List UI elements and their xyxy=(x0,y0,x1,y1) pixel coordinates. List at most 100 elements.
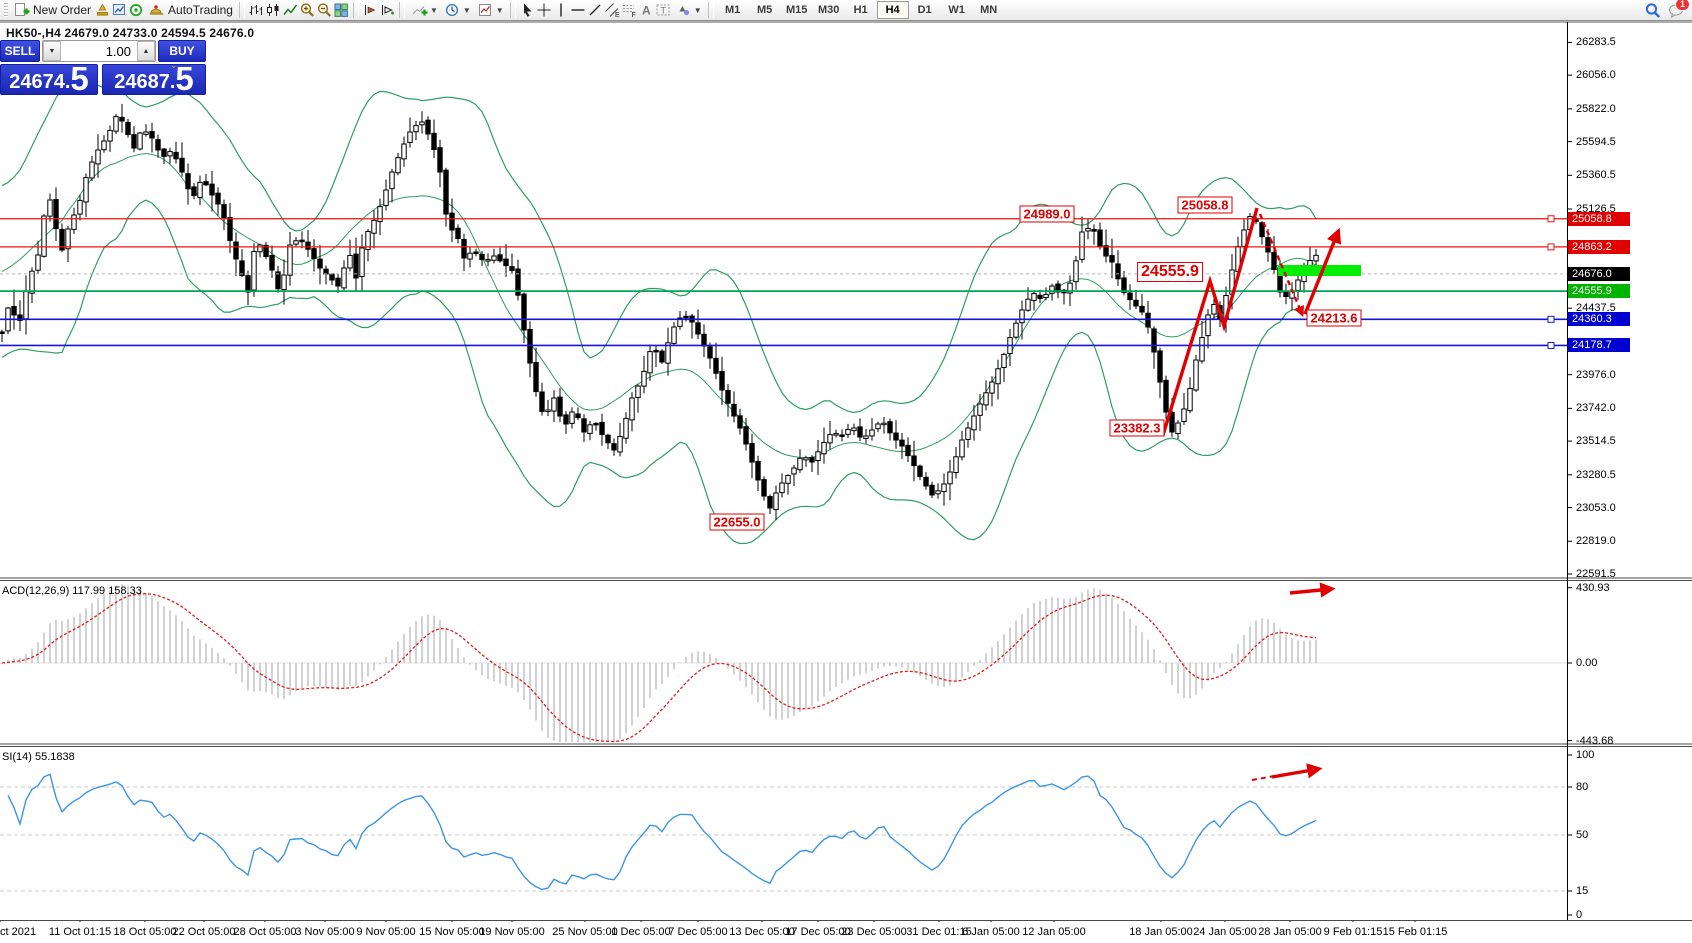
timeframe-button-m30[interactable]: M30 xyxy=(817,4,840,16)
toolbar-separator xyxy=(509,2,516,18)
price-tick-label: 26056.0 xyxy=(1576,69,1616,82)
zoom-in-icon[interactable] xyxy=(299,2,316,18)
rsi-indicator-label: SI(14) 55.1838 xyxy=(2,751,75,763)
bollinger-bands xyxy=(1,78,1317,545)
shapes-button[interactable]: ▼ xyxy=(672,1,705,19)
trendline-icon[interactable] xyxy=(587,2,604,18)
horizontal-line-icon[interactable] xyxy=(570,2,587,18)
crosshair-icon[interactable] xyxy=(536,2,553,18)
search-icon[interactable] xyxy=(1644,2,1661,18)
timeframe-group: M1 M5 M15 M30 H1 H4 D1 W1 MN xyxy=(717,1,1005,19)
price-badge: 24555.9 xyxy=(1568,284,1630,299)
new-order-button[interactable]: New Order xyxy=(10,1,94,19)
bar-chart-icon[interactable] xyxy=(248,2,265,18)
timeframe-button-h1[interactable]: H1 xyxy=(853,4,868,16)
time-tick-label: 13 Dec 05:00 xyxy=(729,926,795,938)
green-highlight-bar xyxy=(1278,265,1361,276)
sell-button[interactable]: SELL xyxy=(0,40,40,62)
line-chart-icon[interactable] xyxy=(282,2,299,18)
price-annotation[interactable]: 24555.9 xyxy=(1137,262,1203,282)
rsi-pane xyxy=(0,773,1567,892)
timeframe-button-h4[interactable]: H4 xyxy=(876,1,909,19)
macd-indicator-label: ACD(12,26,9) 117.99 158.33 xyxy=(2,585,142,597)
ask-price[interactable]: 24687. 5 xyxy=(102,60,206,97)
bid-price[interactable]: 24674. 5 xyxy=(0,62,98,95)
timeframe-button-w1[interactable]: W1 xyxy=(948,4,965,16)
price-annotation[interactable]: 22655.0 xyxy=(709,513,765,531)
equidistant-channel-icon[interactable]: E xyxy=(604,2,621,18)
toolbar-separator xyxy=(398,2,405,18)
panel-collapse-icon[interactable]: ⌄ xyxy=(170,60,178,70)
volume-increase-button[interactable]: ▲ xyxy=(137,41,155,61)
candlestick-chart-icon[interactable] xyxy=(265,2,282,18)
period-button[interactable]: ▼ xyxy=(441,1,474,19)
price-annotation[interactable]: 23382.3 xyxy=(1109,419,1165,437)
chevron-down-icon: ▼ xyxy=(429,5,438,15)
timeframe-button-m15[interactable]: M15 xyxy=(785,4,808,16)
stamp-icon[interactable] xyxy=(94,2,111,18)
price-tick-label: 430.93 xyxy=(1576,581,1610,594)
time-tick-label: 28 Oct 05:00 xyxy=(233,926,297,938)
buy-button[interactable]: BUY xyxy=(158,40,206,62)
price-tick-label: 22819.0 xyxy=(1576,535,1616,548)
autotrading-icon xyxy=(148,2,165,18)
chart-profile-icon[interactable] xyxy=(111,2,128,18)
bid-price-main: 24674 xyxy=(9,71,65,93)
ask-price-main: 24687 xyxy=(114,71,170,93)
macd-pane xyxy=(0,584,1567,743)
time-tick-label: 18 Jan 05:00 xyxy=(1129,926,1193,938)
price-tick-label: 23976.0 xyxy=(1576,368,1616,381)
vertical-line-icon[interactable] xyxy=(553,2,570,18)
price-tick-label: 25822.0 xyxy=(1576,102,1616,115)
text-icon[interactable]: A xyxy=(638,2,655,18)
bid-price-dot: . xyxy=(64,71,71,93)
time-tick-label: 15 Nov 05:00 xyxy=(419,926,485,938)
toolbar-separator xyxy=(352,2,359,18)
price-tick-label: 22591.5 xyxy=(1576,568,1616,580)
price-badge: 24863.2 xyxy=(1568,239,1630,254)
one-click-trade-panel: SELL ▼ 1.00 ▲ BUY 24674. 5 24687. 5 ⌄ xyxy=(0,40,206,96)
price-annotation[interactable]: 25058.8 xyxy=(1177,196,1233,214)
chevron-down-icon: ▼ xyxy=(462,5,471,15)
timeframe-button-m5[interactable]: M5 xyxy=(757,4,773,16)
time-tick-label: 15 Feb 01:15 xyxy=(1382,926,1448,938)
price-tick-label: 24437.5 xyxy=(1576,302,1616,315)
autotrading-button[interactable]: AutoTrading xyxy=(145,1,236,19)
fibonacci-icon[interactable]: F xyxy=(621,2,638,18)
price-tick-label: 0.00 xyxy=(1576,657,1598,669)
template-button[interactable]: ▼ xyxy=(474,1,507,19)
notifications-icon[interactable]: 1 xyxy=(1667,0,1690,18)
add-indicator-button[interactable]: ▼ xyxy=(408,1,441,19)
toolbar: New Order AutoTrading xyxy=(0,0,1692,21)
timeframe-button-m1[interactable]: M1 xyxy=(725,4,741,16)
price-tick-label: 50 xyxy=(1576,829,1589,841)
toolbar-separator xyxy=(707,2,714,18)
shapes-icon xyxy=(675,2,692,18)
time-tick-label: 3 Nov 05:00 xyxy=(295,926,355,938)
signal-icon[interactable] xyxy=(128,2,145,18)
time-tick-label: 6 Jan 05:00 xyxy=(962,926,1020,938)
red-trend-arrow xyxy=(1271,763,1323,779)
volume-value[interactable]: 1.00 xyxy=(105,43,131,59)
zoom-out-icon[interactable] xyxy=(316,2,333,18)
volume-decrease-button[interactable]: ▼ xyxy=(43,41,61,61)
strategy-tester-icon[interactable] xyxy=(379,2,396,18)
cursor-icon[interactable] xyxy=(519,2,536,18)
timeframe-button-mn[interactable]: MN xyxy=(980,4,998,16)
price-tick-label: -443.68 xyxy=(1576,734,1614,747)
tile-windows-icon[interactable] xyxy=(333,2,350,18)
ask-price-pip: 5 xyxy=(175,60,194,97)
data-window-icon[interactable] xyxy=(362,2,379,18)
price-annotation[interactable]: 24989.0 xyxy=(1019,205,1075,223)
price-tick-label: 23053.0 xyxy=(1576,501,1616,514)
price-annotation[interactable]: 24213.6 xyxy=(1306,309,1362,327)
chevron-down-icon: ▼ xyxy=(693,5,702,15)
horizontal-levels xyxy=(0,215,1567,349)
label-icon[interactable]: T xyxy=(655,2,672,18)
time-tick-label: 22 Oct 05:00 xyxy=(172,926,236,938)
time-tick-label: 12 Jan 05:00 xyxy=(1022,926,1086,938)
add-indicator-icon xyxy=(411,2,428,18)
timeframe-button-d1[interactable]: D1 xyxy=(917,4,932,16)
symbol-ohlc-readout: HK50-,H4 24679.0 24733.0 24594.5 24676.0 xyxy=(6,26,255,40)
